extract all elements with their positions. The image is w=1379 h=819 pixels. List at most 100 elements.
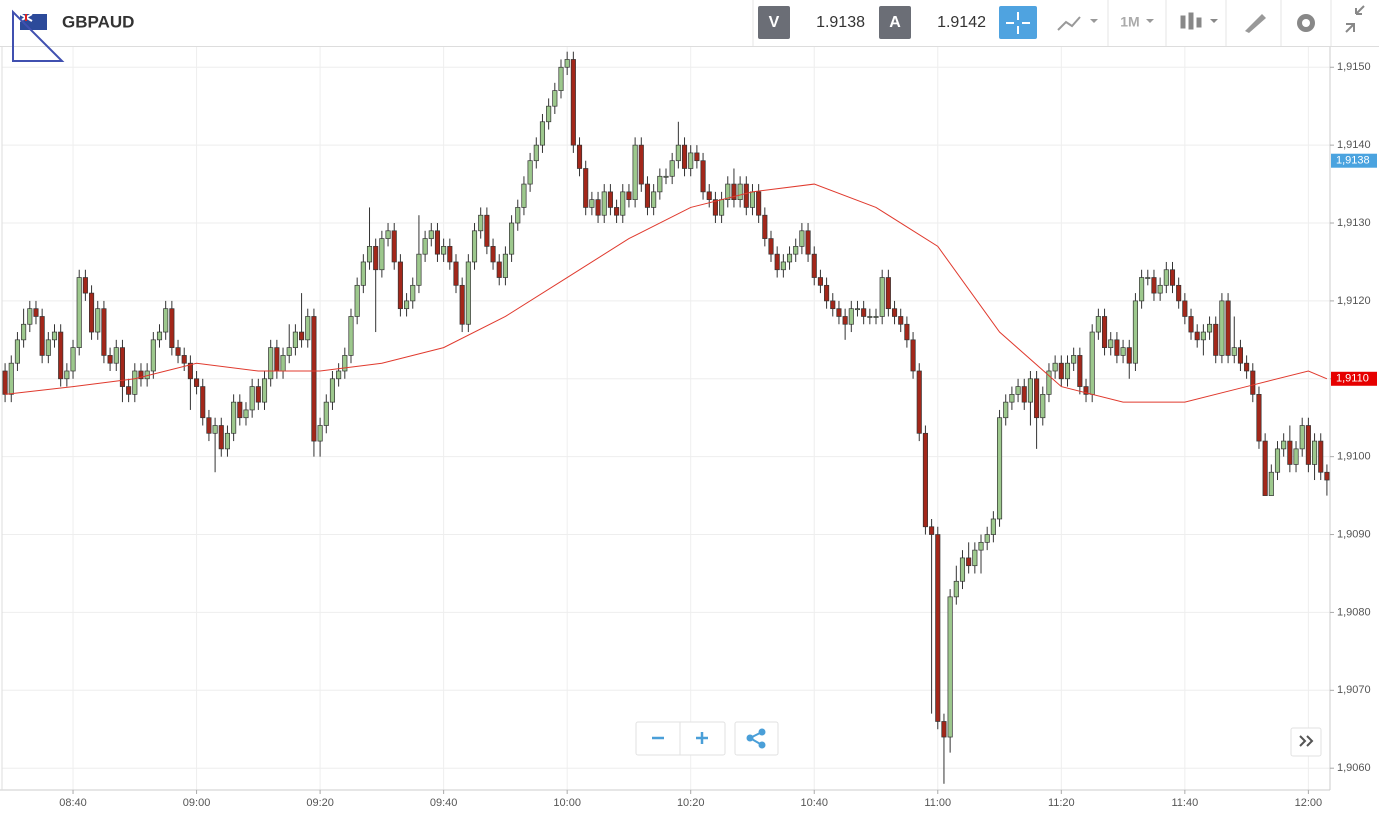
scroll-button[interactable] (1290, 727, 1322, 757)
x-tick-label: 09:20 (306, 797, 334, 809)
x-tick-label: 09:00 (183, 797, 211, 809)
candle-body (1163, 269, 1169, 286)
candle-body (1281, 440, 1287, 450)
candle-body (638, 144, 644, 185)
candle-body (1151, 277, 1157, 294)
candle-body (255, 386, 261, 403)
candle-body (712, 199, 718, 216)
candle-body (156, 331, 163, 341)
collapse-button[interactable] (1345, 5, 1365, 33)
candle-body (1250, 370, 1256, 395)
candle-body (348, 316, 354, 356)
candle-body (329, 378, 336, 403)
y-tick-label: 1,9120 (1337, 295, 1371, 307)
candle-body (274, 347, 280, 372)
sell-button[interactable] (758, 6, 790, 39)
candle-body (471, 230, 478, 263)
candle-body (1101, 316, 1108, 348)
draw-button[interactable] (1245, 14, 1266, 33)
candle-body (830, 300, 836, 310)
candle-body (1176, 284, 1182, 302)
candle-body (299, 331, 305, 341)
candle-body (1268, 471, 1274, 496)
candle-body (694, 152, 700, 162)
x-tick-label: 12:00 (1295, 797, 1323, 809)
candle-body (21, 323, 27, 341)
candle-body (119, 347, 125, 387)
candle-body (200, 386, 206, 419)
candle-body (663, 175, 669, 178)
y-tick-label: 1,9060 (1337, 762, 1371, 774)
candle-body (910, 339, 916, 372)
candle-body (589, 199, 595, 208)
buy-button[interactable] (879, 6, 911, 39)
candle-body (231, 401, 237, 434)
price-marker (1331, 153, 1377, 168)
candle-body (749, 191, 756, 208)
candle-body (929, 526, 935, 535)
candle-body (1052, 362, 1058, 372)
candle-body (824, 284, 830, 302)
candle-body (1318, 440, 1324, 473)
candle-body (385, 230, 391, 239)
candle-body (95, 308, 101, 333)
candle-body (836, 308, 842, 317)
candle-body (206, 417, 212, 434)
candle-body (780, 261, 786, 271)
candle-body (496, 261, 502, 278)
y-tick-label: 1,9100 (1337, 451, 1371, 463)
sell-price: 1.9138 (816, 14, 865, 31)
x-tick-label: 10:40 (800, 797, 828, 809)
buy-price: 1.9142 (937, 14, 986, 31)
candle-body (360, 261, 366, 286)
chart-type-button[interactable] (1180, 12, 1218, 30)
candle-body (1219, 300, 1225, 356)
x-tick-label: 11:20 (1048, 797, 1075, 809)
candle-body (1034, 378, 1040, 419)
candle-body (564, 59, 570, 68)
flag-icon (12, 9, 65, 62)
share-button[interactable] (734, 721, 779, 756)
candle-body (756, 191, 762, 216)
candle-body (261, 378, 268, 403)
y-tick-label: 1,9090 (1337, 528, 1371, 540)
candle-body (601, 191, 607, 216)
candle-body (1182, 300, 1188, 317)
candle-body (410, 284, 416, 302)
crosshair-button[interactable] (999, 6, 1037, 39)
candle-body (842, 316, 848, 325)
candle-body (700, 160, 706, 193)
candle-body (1256, 394, 1262, 442)
candle-body (854, 308, 861, 311)
candle-body (1095, 316, 1101, 333)
x-tick-label: 11:00 (924, 797, 951, 809)
timeframe[interactable]: 1M (1120, 14, 1139, 30)
candle-body (459, 284, 465, 325)
candle-body (737, 183, 743, 200)
candle-body (1213, 323, 1219, 356)
x-tick-label: 10:00 (553, 797, 581, 809)
settings-button[interactable] (1297, 14, 1315, 32)
indicator-button[interactable] (1057, 16, 1098, 31)
y-tick-label: 1,9080 (1337, 606, 1371, 618)
candle-body (1287, 440, 1293, 465)
candle-body (27, 308, 33, 325)
candle-body (311, 316, 317, 442)
sell-label: V (769, 14, 780, 31)
candle-body (484, 214, 490, 247)
candle-body (366, 246, 373, 263)
candle-body (1058, 362, 1064, 380)
x-tick-label: 09:40 (430, 797, 458, 809)
x-tick-label: 11:40 (1171, 797, 1198, 809)
zoom-controls (635, 721, 779, 756)
candle-body (898, 316, 904, 325)
candle-body (422, 238, 428, 255)
candle-body (1077, 355, 1083, 387)
candle-body (657, 175, 663, 193)
y-tick-label: 1,9070 (1337, 684, 1371, 696)
zoom-in[interactable] (696, 732, 708, 744)
candle-body (1207, 323, 1213, 333)
candle-body (1089, 331, 1095, 395)
candle-body (916, 370, 922, 434)
candle-body (1225, 300, 1231, 356)
